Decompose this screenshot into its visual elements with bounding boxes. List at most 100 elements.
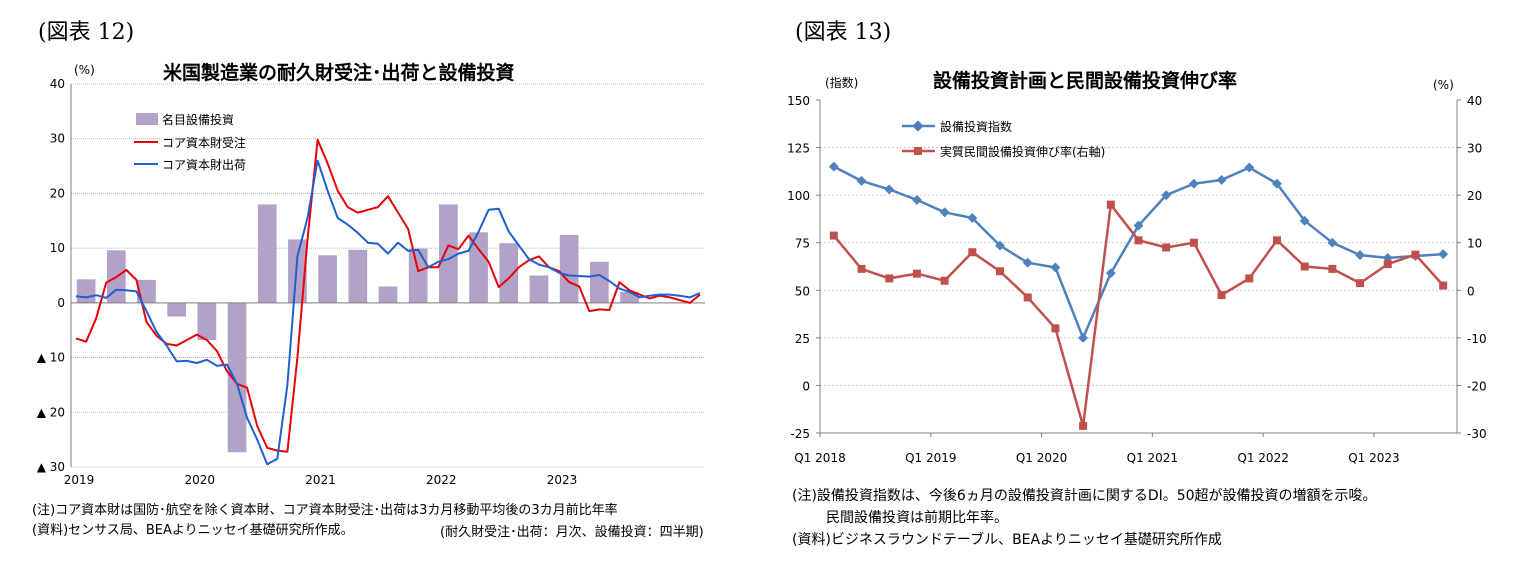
figure-13-x-tick-labels: Q1 2018 Q1 2019 Q1 2020 Q1 2021 Q1 2022 Q1 20… — [794, 451, 1399, 465]
figure-12-axes — [70, 84, 705, 467]
figure-13-panel: (図表 13) 設備投資計画と民間設備投資伸び率 (指数) (%) 150 125… — [760, 0, 1521, 573]
figure-13-legend: 設備投資指数 実質民間設備投資伸び率(右軸) — [902, 119, 1105, 159]
bar-2021Q4 — [408, 248, 428, 303]
point-capex-index-9 — [1078, 332, 1089, 343]
bar-2020Q2 — [227, 302, 247, 453]
point-capex-index-14 — [1216, 174, 1227, 185]
figure-12-legend: 名目設備投資 コア資本財受注 コア資本財出荷 — [134, 112, 246, 172]
y-tick-label-2: 20 — [50, 186, 65, 200]
bar-2022Q1 — [439, 204, 458, 303]
bar-2020Q1 — [197, 302, 217, 341]
y-tick-label-7: ▲ 30 — [37, 460, 65, 474]
right-tick-label-0: 40 — [1467, 94, 1482, 108]
point-real-investment-growth-18 — [1328, 264, 1337, 273]
bar-2022Q3 — [499, 243, 519, 303]
x-tick-label-2023: 2023 — [547, 473, 578, 487]
bar-2023Q2 — [589, 261, 609, 303]
point-capex-index-8 — [1050, 262, 1061, 273]
bar-2019Q1 — [76, 279, 96, 303]
point-capex-index-5 — [967, 213, 978, 223]
legend-label-real-investment-growth: 実質民間設備投資伸び率(右軸) — [940, 144, 1105, 159]
figure-13-note-2: 民間設備投資は前期比年率。 — [826, 510, 1008, 526]
x-tick-label-2020: 2020 — [184, 473, 215, 487]
x-tick-label-3: Q1 2021 — [1127, 451, 1178, 465]
figure-13-right-unit: (%) — [1433, 78, 1454, 92]
point-capex-index-7 — [1022, 257, 1033, 268]
figure-12-frequency-note: (耐久財受注･出荷：月次、設備投資：四半期) — [440, 525, 704, 540]
point-real-investment-growth-10 — [1106, 200, 1115, 209]
legend-swatch-nominal-capex — [136, 113, 158, 125]
point-real-investment-growth-1 — [857, 264, 866, 273]
x-tick-label-0: Q1 2018 — [794, 451, 845, 465]
legend-label-core-orders: コア資本財受注 — [162, 135, 246, 150]
figure-13-gridlines — [820, 147, 1457, 434]
bar-2019Q4 — [167, 302, 187, 317]
figure-13-lines — [832, 165, 1445, 428]
point-real-investment-growth-2 — [885, 274, 894, 283]
bar-2023Q1 — [559, 235, 579, 303]
bar-2021Q3 — [378, 286, 398, 303]
point-real-investment-growth-13 — [1189, 238, 1198, 247]
legend-marker-real-investment-growth — [914, 147, 922, 155]
point-real-investment-growth-9 — [1079, 421, 1088, 430]
point-real-investment-growth-21 — [1411, 250, 1420, 259]
figure-13-title: 設備投資計画と民間設備投資伸び率 — [933, 70, 1238, 92]
y-tick-label-5: ▲ 10 — [37, 351, 65, 365]
point-real-investment-growth-3 — [912, 269, 921, 278]
point-real-investment-growth-12 — [1162, 243, 1171, 252]
point-real-investment-growth-16 — [1272, 236, 1281, 245]
x-tick-label-1: Q1 2019 — [905, 451, 956, 465]
y-tick-label-3: 10 — [50, 241, 65, 255]
figure-13-note: (注)設備投資指数は、今後6ヵ月の設備投資計画に関するDI。50超が設備投資の増… — [792, 488, 1377, 504]
legend-marker-capex-index — [912, 120, 924, 132]
figure-13-left-unit: (指数) — [825, 76, 859, 90]
figure-12-source: (資料)センサス局、BEAよりニッセイ基礎研究所作成。 — [32, 523, 354, 538]
left-tick-label-2: 100 — [787, 189, 810, 203]
bar-2019Q3 — [137, 279, 156, 303]
figure-12-panel: (図表 12) 米国製造業の耐久財受注･出荷と設備投資 (%) 40 30 20 10… — [0, 0, 760, 573]
bar-2022Q2 — [469, 232, 488, 303]
bar-2020Q3 — [257, 204, 277, 303]
figure-13-source: (資料)ビジネスラウンドテーブル、BEAよりニッセイ基礎研究所作成 — [792, 532, 1222, 548]
point-real-investment-growth-0 — [829, 231, 838, 240]
figure-12-bars — [76, 204, 639, 453]
point-real-investment-growth-20 — [1383, 260, 1392, 269]
right-tick-label-1: 30 — [1467, 142, 1482, 156]
bar-2021Q2 — [348, 249, 368, 303]
point-capex-index-0 — [828, 161, 839, 172]
point-real-investment-growth-8 — [1051, 324, 1060, 333]
legend-label-nominal-capex: 名目設備投資 — [162, 112, 234, 127]
point-capex-index-2 — [884, 184, 895, 195]
legend-label-core-shipments: コア資本財出荷 — [162, 157, 246, 172]
legend-label-capex-index: 設備投資指数 — [940, 119, 1012, 134]
x-tick-label-4: Q1 2022 — [1237, 451, 1288, 465]
right-tick-label-4: 0 — [1467, 284, 1475, 298]
point-capex-index-15 — [1244, 162, 1255, 173]
point-real-investment-growth-14 — [1217, 291, 1226, 300]
y-tick-label-6: ▲ 20 — [37, 405, 65, 419]
figure-12-title: 米国製造業の耐久財受注･出荷と設備投資 — [163, 62, 515, 84]
left-tick-label-4: 50 — [795, 284, 810, 298]
point-real-investment-growth-17 — [1300, 262, 1309, 271]
figure-12-x-tick-labels: 2019 2020 2021 2022 2023 — [64, 473, 578, 487]
point-capex-index-12 — [1161, 190, 1172, 201]
y-tick-label-4: 0 — [57, 296, 65, 310]
y-tick-label-0: 40 — [50, 77, 65, 91]
point-capex-index-19 — [1355, 250, 1366, 261]
x-tick-label-2021: 2021 — [305, 473, 336, 487]
point-capex-index-22 — [1438, 249, 1449, 260]
point-real-investment-growth-22 — [1439, 281, 1448, 290]
point-capex-index-16 — [1272, 178, 1282, 189]
right-tick-label-7: -30 — [1467, 427, 1487, 441]
right-tick-label-2: 20 — [1467, 189, 1482, 203]
point-real-investment-growth-15 — [1245, 274, 1254, 283]
figure-12-y-tick-labels: 40 30 20 10 0 ▲ 10 ▲ 20 ▲ 30 — [37, 77, 65, 474]
series-line-core-orders — [75, 138, 701, 453]
left-tick-label-0: 150 — [787, 94, 810, 108]
left-tick-label-1: 125 — [787, 142, 810, 156]
figure-13-right-tick-labels: 40 30 20 10 0 -10 -20 -30 — [1467, 94, 1487, 441]
bar-2020Q4 — [288, 239, 307, 303]
x-tick-label-2: Q1 2020 — [1016, 451, 1067, 465]
